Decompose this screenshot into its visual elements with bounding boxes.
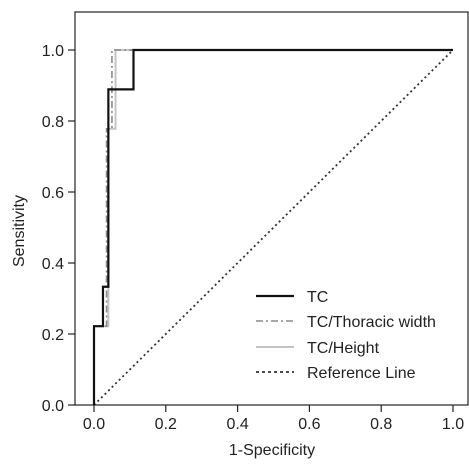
x-tick-label: 0.2 — [155, 416, 177, 433]
legend-label-tc: TC — [307, 289, 328, 306]
x-axis-title: 1-Specificity — [229, 442, 315, 459]
legend-label-tc-thoracic-width: TC/Thoracic width — [307, 314, 436, 331]
x-tick-label: 0.0 — [83, 416, 105, 433]
x-tick-label: 0.4 — [226, 416, 248, 433]
y-tick-label: 1.0 — [42, 43, 64, 60]
legend-label-reference-line: Reference Line — [307, 365, 416, 382]
legend-label-tc-height: TC/Height — [307, 340, 380, 357]
x-tick-label: 1.0 — [442, 416, 464, 433]
legend: TC TC/Thoracic width TC/Height Reference… — [256, 289, 436, 382]
y-tick-label: 0.8 — [42, 114, 64, 131]
axes: 0.0 0.2 0.4 0.6 0.8 1.0 0.0 0.2 0.4 0.6 0.8 1.0 — [42, 11, 469, 433]
x-tick-label: 0.8 — [370, 416, 392, 433]
series-line-tc — [92, 48, 453, 405]
y-tick-label: 0.6 — [42, 185, 64, 202]
plot-frame — [74, 11, 469, 406]
x-tick-label: 0.6 — [298, 416, 320, 433]
series-line-reference-line — [93, 49, 454, 406]
plot-area — [92, 48, 454, 406]
y-axis-title: Sensitivity — [11, 195, 28, 267]
y-tick-label: 0.0 — [42, 398, 64, 415]
y-tick-label: 0.2 — [42, 327, 64, 344]
y-tick-label: 0.4 — [42, 256, 64, 273]
